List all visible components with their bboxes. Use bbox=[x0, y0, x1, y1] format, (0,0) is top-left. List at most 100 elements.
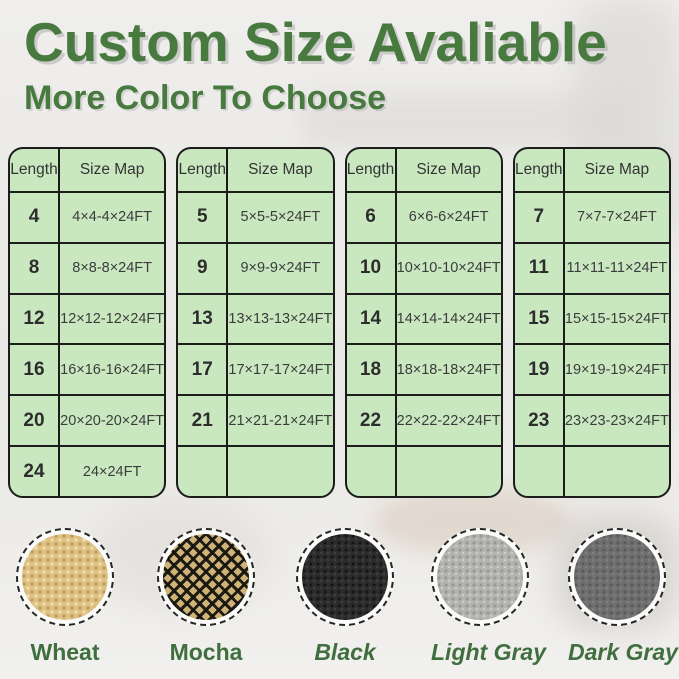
table-row: 19 19×19-19×24FT bbox=[514, 343, 669, 395]
length-value: 6 bbox=[347, 193, 397, 242]
size-table-4: Length Size Map 7 7×7-7×24FT 11 11×11-11… bbox=[512, 147, 671, 498]
table-row: 8 8×8-8×24FT bbox=[10, 241, 165, 293]
size-map-column-header: Size Map bbox=[79, 161, 145, 178]
table-row bbox=[514, 445, 669, 496]
swatch-label-light-gray: Light Gray bbox=[431, 639, 547, 665]
length-value bbox=[515, 447, 565, 496]
table-row: 5 5×5-5×24FT bbox=[178, 191, 333, 242]
length-value: 9 bbox=[178, 243, 229, 293]
length-value: 13 bbox=[178, 294, 229, 344]
length-column-header: Length bbox=[515, 149, 565, 191]
size-map-value: 8×8-8×24FT bbox=[72, 260, 153, 277]
size-map-value: 4×4-4×24FT bbox=[72, 209, 153, 226]
size-map-value: 17×17-17×24FT bbox=[228, 361, 333, 378]
size-map-value: 11×11-11×24FT bbox=[566, 260, 668, 277]
length-value: 24 bbox=[10, 447, 60, 496]
size-map-value bbox=[397, 447, 501, 496]
table-header-row: Length Size Map bbox=[515, 149, 669, 191]
table-row: 9 9×9-9×24FT bbox=[178, 241, 333, 293]
table-row bbox=[178, 445, 333, 496]
black-fabric-image bbox=[302, 534, 388, 620]
length-value: 11 bbox=[515, 243, 565, 293]
size-map-value: 5×5-5×24FT bbox=[240, 209, 321, 226]
dashed-circle-border bbox=[157, 528, 255, 626]
table-row: 6 6×6-6×24FT bbox=[346, 191, 501, 242]
table-row bbox=[346, 445, 501, 496]
table-row: 16 16×16-16×24FT bbox=[10, 343, 165, 395]
size-map-value: 18×18-18×24FT bbox=[396, 361, 501, 378]
table-header-row: Length Size Map bbox=[178, 149, 332, 191]
table-row: 21 21×21-21×24FT bbox=[178, 394, 333, 446]
length-value bbox=[178, 447, 229, 496]
table-row: 17 17×17-17×24FT bbox=[178, 343, 333, 395]
size-map-value: 20×20-20×24FT bbox=[60, 412, 165, 429]
size-table-1: Length Size Map 4 4×4-4×24FT 8 8×8-8×24F… bbox=[8, 147, 167, 498]
mocha-fabric-image bbox=[163, 534, 249, 620]
length-value: 4 bbox=[10, 193, 60, 242]
swatch-light-gray: Light Gray bbox=[431, 528, 547, 666]
size-map-value bbox=[228, 447, 332, 496]
length-value: 23 bbox=[515, 396, 565, 446]
dashed-circle-border bbox=[568, 528, 666, 626]
size-table-3: Length Size Map 6 6×6-6×24FT 10 10×10-10… bbox=[344, 147, 503, 498]
table-row: 14 14×14-14×24FT bbox=[346, 292, 501, 344]
size-map-value: 15×15-15×24FT bbox=[564, 311, 669, 328]
length-value: 16 bbox=[10, 345, 60, 395]
length-column-header: Length bbox=[10, 149, 60, 191]
size-map-value: 16×16-16×24FT bbox=[60, 361, 165, 378]
table-row: 22 22×22-22×24FT bbox=[346, 394, 501, 446]
dashed-circle-border bbox=[296, 528, 394, 626]
swatch-label-mocha: Mocha bbox=[169, 639, 243, 665]
swatch-label-wheat: Wheat bbox=[30, 639, 100, 665]
size-map-value: 19×19-19×24FT bbox=[564, 361, 669, 378]
table-row: 7 7×7-7×24FT bbox=[514, 191, 669, 242]
dashed-circle-border bbox=[431, 528, 529, 626]
length-value: 15 bbox=[515, 294, 565, 344]
swatch-wheat: Wheat bbox=[16, 528, 114, 666]
length-value bbox=[347, 447, 397, 496]
table-row: 12 12×12-12×24FT bbox=[10, 292, 165, 344]
size-map-value: 22×22-22×24FT bbox=[396, 412, 501, 429]
size-map-value: 10×10-10×24FT bbox=[396, 260, 501, 277]
length-value: 10 bbox=[347, 243, 397, 293]
swatch-mocha: Mocha bbox=[157, 528, 255, 666]
color-swatches-row: Wheat Mocha Black Light Gray bbox=[0, 528, 679, 673]
size-map-column-header: Size Map bbox=[584, 161, 650, 178]
table-row: 15 15×15-15×24FT bbox=[514, 292, 669, 344]
table-row: 23 23×23-23×24FT bbox=[514, 394, 669, 446]
length-value: 22 bbox=[347, 396, 397, 446]
table-row: 4 4×4-4×24FT bbox=[10, 191, 165, 242]
length-value: 17 bbox=[178, 345, 229, 395]
table-row: 10 10×10-10×24FT bbox=[346, 241, 501, 293]
swatch-dark-gray: Dark Gray bbox=[568, 528, 678, 666]
length-value: 14 bbox=[347, 294, 397, 344]
size-map-column-header: Size Map bbox=[248, 161, 313, 178]
size-map-value: 12×12-12×24FT bbox=[60, 311, 165, 328]
page-subtitle: More Color To Choose bbox=[24, 79, 387, 117]
table-row: 20 20×20-20×24FT bbox=[10, 394, 165, 446]
table-header-row: Length Size Map bbox=[347, 149, 501, 191]
light-gray-fabric-image bbox=[437, 534, 523, 620]
size-map-value: 14×14-14×24FT bbox=[396, 311, 501, 328]
size-map-value: 23×23-23×24FT bbox=[564, 412, 669, 429]
table-row: 18 18×18-18×24FT bbox=[346, 343, 501, 395]
dark-gray-fabric-image bbox=[574, 534, 660, 620]
length-value: 7 bbox=[515, 193, 565, 242]
length-value: 19 bbox=[515, 345, 565, 395]
table-row: 13 13×13-13×24FT bbox=[178, 292, 333, 344]
length-column-header: Length bbox=[347, 149, 397, 191]
page-title: Custom Size Avaliable bbox=[24, 11, 607, 73]
table-row: 24 24×24FT bbox=[10, 445, 165, 496]
length-value: 18 bbox=[347, 345, 397, 395]
size-map-value: 21×21-21×24FT bbox=[228, 412, 333, 429]
dashed-circle-border bbox=[16, 528, 114, 626]
size-table-2: Length Size Map 5 5×5-5×24FT 9 9×9-9×24F… bbox=[176, 147, 335, 498]
size-map-value: 6×6-6×24FT bbox=[408, 209, 489, 226]
length-column-header: Length bbox=[178, 149, 229, 191]
wheat-fabric-image bbox=[22, 534, 108, 620]
size-tables-container: Length Size Map 4 4×4-4×24FT 8 8×8-8×24F… bbox=[8, 147, 671, 498]
length-value: 5 bbox=[178, 193, 229, 242]
swatch-black: Black bbox=[296, 528, 394, 666]
size-map-value bbox=[565, 447, 669, 496]
